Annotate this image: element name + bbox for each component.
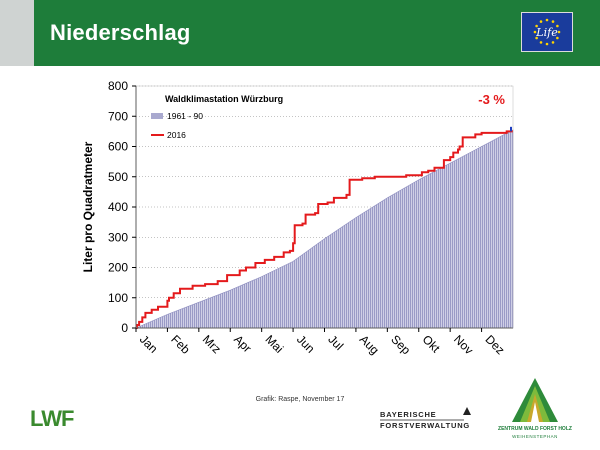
chart-title: Waldklimastation Würzburg bbox=[165, 94, 283, 104]
lwf-logo-icon: LWF bbox=[30, 406, 75, 431]
chart-annotation: -3 % bbox=[478, 92, 505, 107]
eu-star bbox=[556, 36, 559, 40]
eu-star bbox=[535, 24, 538, 28]
x-tick-label: Feb bbox=[168, 332, 193, 357]
legend-label: 2016 bbox=[167, 130, 186, 140]
x-tick-label: Jul bbox=[325, 332, 346, 353]
bayern-forst-logo: BAYERISCHE FORSTVERWALTUNG bbox=[380, 407, 471, 431]
y-axis-label: Liter pro Quadratmeter bbox=[81, 141, 95, 272]
eu-star bbox=[545, 18, 549, 22]
x-tick-label: Dez bbox=[482, 332, 507, 357]
x-tick-label: Okt bbox=[420, 332, 444, 356]
zwfh-tree-icon bbox=[512, 378, 558, 422]
source-caption: Grafik: Raspe, November 17 bbox=[255, 396, 345, 403]
eu-star bbox=[539, 41, 543, 44]
eu-star bbox=[533, 30, 537, 34]
eu-star bbox=[535, 36, 538, 40]
header: Niederschlag Life bbox=[0, 0, 600, 68]
x-tick-label: Nov bbox=[451, 332, 476, 357]
eu-star bbox=[556, 24, 559, 28]
y-tick-label: 800 bbox=[108, 79, 128, 93]
eu-stars bbox=[533, 18, 561, 46]
bayern-line2: FORSTVERWALTUNG bbox=[380, 421, 471, 430]
zwfh-logo: ZENTRUM WALD FORST HOLZ WEIHENSTEPHAN bbox=[480, 376, 590, 446]
y-tick-label: 500 bbox=[108, 170, 128, 184]
eu-star bbox=[539, 20, 543, 23]
eu-star bbox=[545, 42, 549, 46]
x-tick-label: Mai bbox=[263, 332, 287, 356]
bayern-line1: BAYERISCHE bbox=[380, 410, 437, 419]
series-area-1961-90 bbox=[135, 129, 514, 329]
zwfh-line1: ZENTRUM WALD FORST HOLZ bbox=[498, 426, 572, 432]
tree-icon bbox=[463, 407, 471, 415]
eu-flag-icon: Life bbox=[522, 13, 572, 51]
x-tick-label: Jan bbox=[137, 332, 161, 356]
x-tick-label: Mrz bbox=[200, 332, 224, 356]
y-tick-label: 300 bbox=[108, 230, 128, 244]
line-layer bbox=[135, 126, 513, 329]
y-tick-label: 200 bbox=[108, 261, 128, 275]
axes-layer bbox=[132, 85, 514, 332]
lwf-logo: LWF bbox=[30, 405, 82, 436]
y-tick-label: 100 bbox=[108, 291, 128, 305]
eu-star bbox=[551, 20, 555, 23]
y-tick-label: 400 bbox=[108, 200, 128, 214]
eu-life-logo: Life bbox=[521, 12, 573, 52]
series-line-2016 bbox=[135, 130, 513, 329]
precipitation-chart: 0 100 200 300 400 500 600 700 800 Jan Feb Mrz Apr Mai… bbox=[81, 79, 514, 357]
lwf-logo-text: LWF bbox=[30, 406, 74, 431]
zwfh-line2: WEIHENSTEPHAN bbox=[512, 434, 558, 439]
eu-star bbox=[557, 30, 561, 34]
y-tick-label: 600 bbox=[108, 140, 128, 154]
y-tick-label: 700 bbox=[108, 109, 128, 123]
x-tick-label: Apr bbox=[231, 332, 254, 355]
page-title: Niederschlag bbox=[50, 20, 191, 45]
header-bar bbox=[34, 0, 600, 66]
chart-container: 0 100 200 300 400 500 600 700 800 Jan Feb Mrz Apr Mai… bbox=[0, 68, 600, 388]
area-layer bbox=[135, 129, 514, 329]
x-tick-label: Sep bbox=[388, 332, 413, 357]
y-tick-label: 0 bbox=[121, 321, 128, 335]
eu-life-text: Life bbox=[535, 26, 558, 39]
x-tick-label: Aug bbox=[357, 332, 382, 357]
legend-swatch-area bbox=[151, 113, 163, 119]
legend-label: 1961 - 90 bbox=[167, 111, 203, 121]
bayern-divider-icon bbox=[380, 419, 464, 421]
eu-star bbox=[551, 41, 555, 44]
header-accent bbox=[0, 0, 34, 66]
x-tick-label: Jun bbox=[294, 332, 318, 356]
